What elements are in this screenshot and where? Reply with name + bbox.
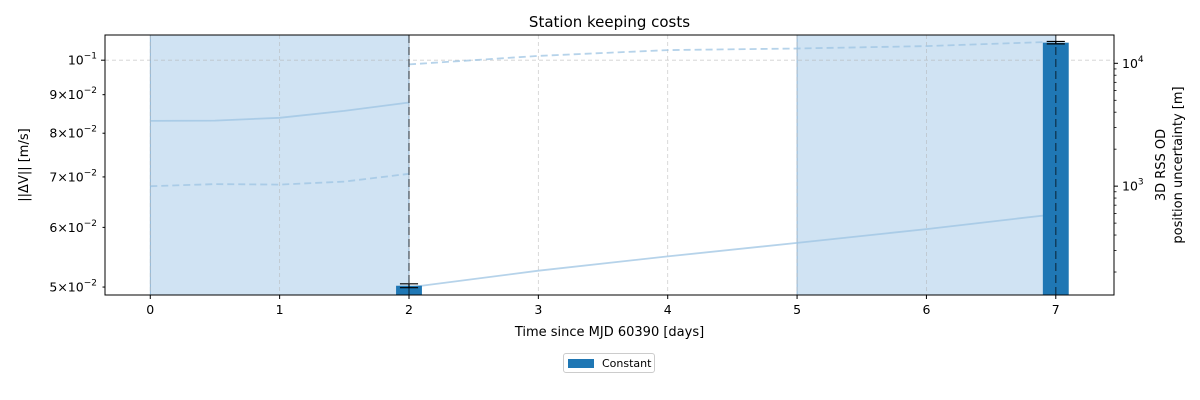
right-y-tick-label-1: 104 <box>1122 55 1144 71</box>
legend: Constant <box>563 353 655 373</box>
right-y-tick-label-0: 103 <box>1122 178 1144 194</box>
plot-frame <box>104 34 1115 296</box>
uncertainty-curve-3 <box>408 214 1044 289</box>
y-tick-label-5: 10−1 <box>68 52 97 68</box>
x-tick-label-6: 6 <box>922 302 930 317</box>
uncertainty-curve-2 <box>408 40 1056 66</box>
x-tick-label-0: 0 <box>146 302 154 317</box>
y-axis-label: ||ΔV|| [m/s] <box>17 128 32 201</box>
y-tick-label-1: 6×10−2 <box>49 219 97 235</box>
x-tick-label-3: 3 <box>534 302 542 317</box>
right-y-axis-label-line2: position uncertainty [m] <box>1171 86 1186 243</box>
x-tick-label-1: 1 <box>276 302 284 317</box>
legend-swatch-constant <box>568 358 594 368</box>
uncertainty-curve-0 <box>150 101 410 122</box>
x-tick-label-5: 5 <box>793 302 801 317</box>
legend-label-constant: Constant <box>602 356 652 370</box>
uncertainty-curve-1 <box>150 172 410 188</box>
x-tick-label-4: 4 <box>664 302 672 317</box>
x-tick-label-7: 7 <box>1052 302 1060 317</box>
y-tick-label-3: 8×10−2 <box>49 125 97 141</box>
y-tick-label-4: 9×10−2 <box>49 86 97 102</box>
right-y-axis-label-line1: 3D RSS OD <box>1154 129 1169 201</box>
x-axis-label: Time since MJD 60390 [days] <box>514 325 704 340</box>
chart-title: Station keeping costs <box>529 13 690 31</box>
y-tick-label-0: 5×10−2 <box>49 279 97 295</box>
y-tick-label-2: 7×10−2 <box>49 168 97 184</box>
x-tick-label-2: 2 <box>405 302 413 317</box>
